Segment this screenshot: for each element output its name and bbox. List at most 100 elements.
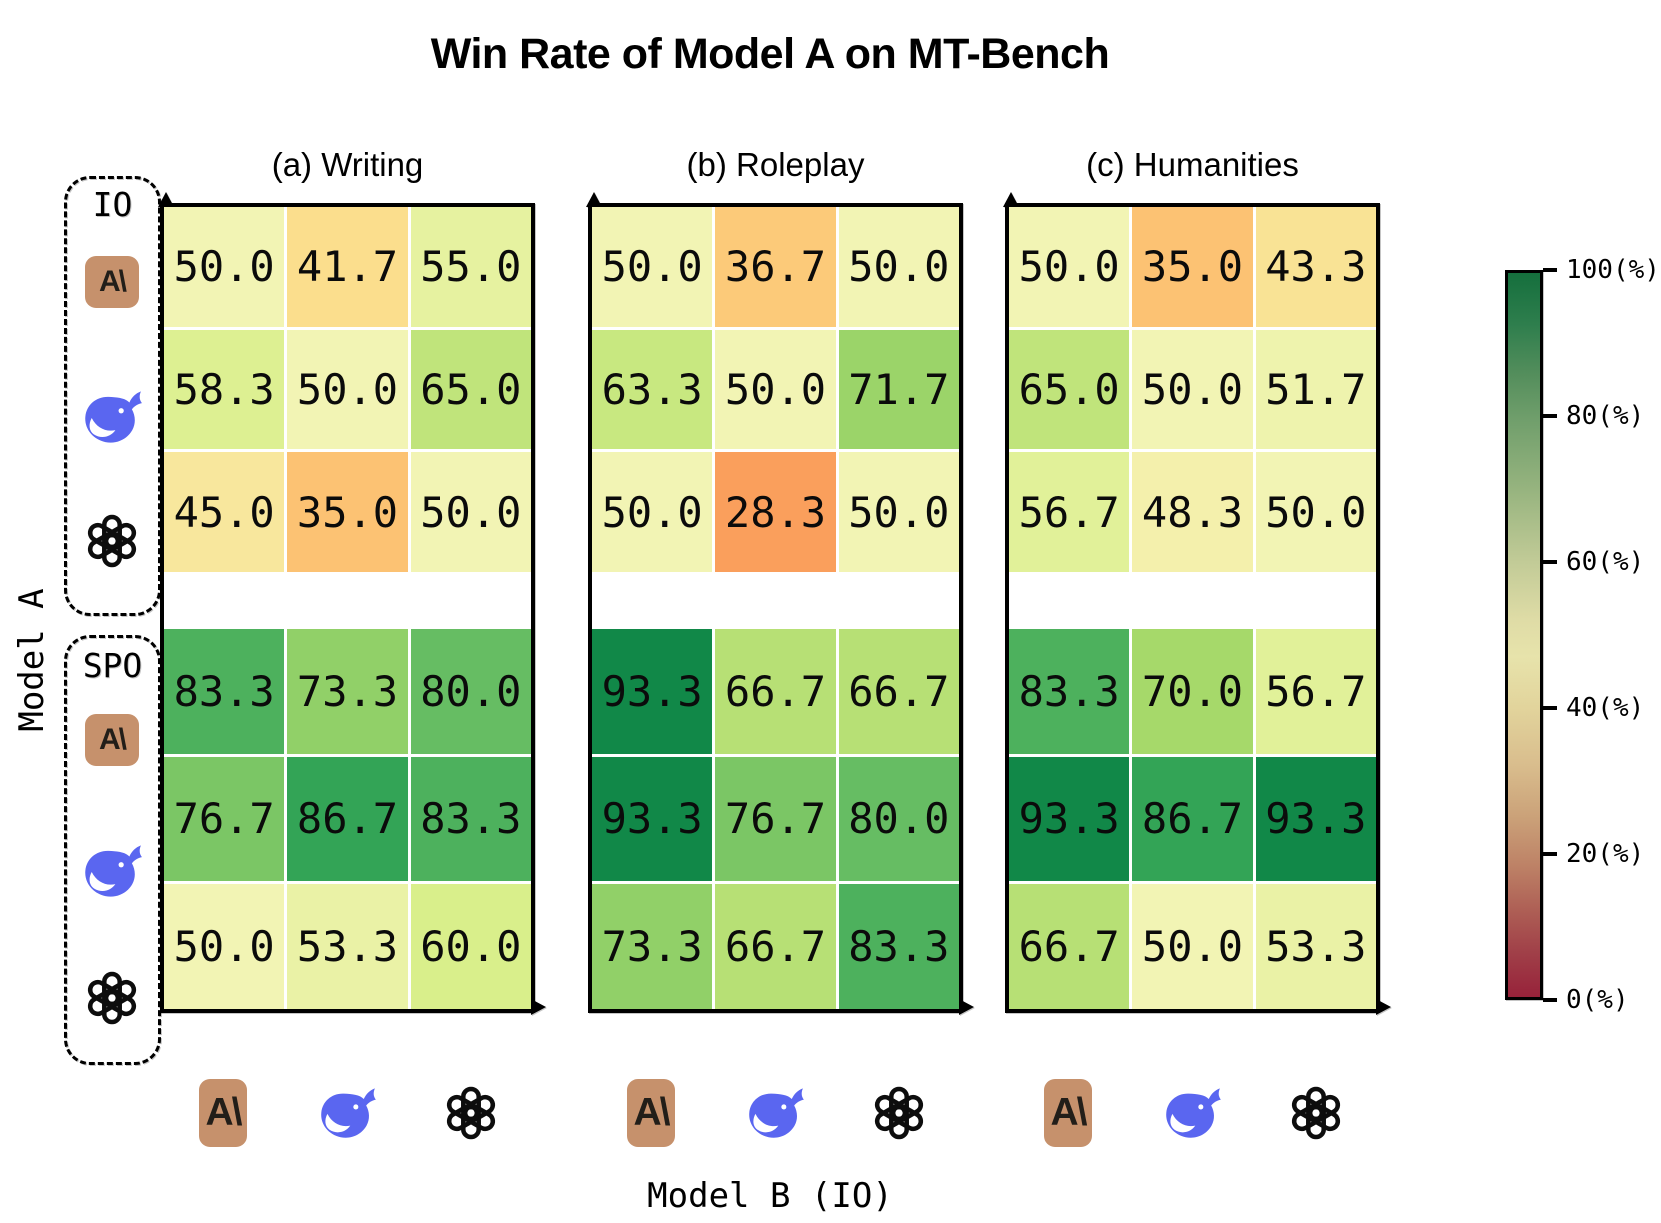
anthropic-icon: A\: [85, 256, 139, 308]
model-a-io-group-box: IO: [64, 176, 161, 616]
heatmap-cell-r5c1: 93.3: [592, 756, 713, 882]
colorbar-tick-label: 80(%): [1566, 401, 1645, 431]
colorbar-tick-label: 60(%): [1566, 547, 1645, 577]
heatmap-cell-r1c3: 43.3: [1255, 207, 1376, 327]
heatmap-cell-r1c1: 50.0: [592, 207, 713, 327]
colorbar-tick: [1543, 998, 1557, 1002]
x-axis-label: Model B (IO): [647, 1176, 893, 1216]
colorbar-tick: [1543, 268, 1557, 272]
y-axis-arrow: [158, 192, 174, 207]
panel-title-1: (a) Writing: [271, 146, 424, 183]
heatmap-cell-r4c3: 56.7: [1255, 628, 1376, 754]
heatmap-cell-r3c2: 35.0: [287, 452, 408, 573]
colorbar-tick-label: 100(%): [1566, 255, 1660, 285]
heatmap-cell-r2c3: 71.7: [838, 329, 959, 450]
heatmap-cell-r4c1: 83.3: [164, 628, 285, 754]
heatmap-cell-r5c3: 83.3: [410, 756, 531, 882]
openai-icon: [83, 512, 141, 570]
heatmap-cell-r2c3: 51.7: [1255, 329, 1376, 450]
heatmap-cell-r3c3: 50.0: [1255, 452, 1376, 573]
heatmap-cell-r4c1: 83.3: [1009, 628, 1130, 754]
group-gap-row: [164, 575, 531, 626]
heatmap-cell-r5c2: 86.7: [287, 756, 408, 882]
heatmap-cell-r3c3: 50.0: [410, 452, 531, 573]
heatmap-cell-r2c2: 50.0: [715, 329, 836, 450]
heatmap-cell-r4c1: 93.3: [592, 628, 713, 754]
heatmap-cell-r3c1: 50.0: [592, 452, 713, 573]
y-axis-label: Model A: [12, 588, 52, 732]
x-axis-arrow: [531, 999, 546, 1015]
heatmap-cell-r1c2: 41.7: [287, 207, 408, 327]
deepseek-icon: [1160, 1086, 1224, 1140]
heatmap-cell-r4c2: 70.0: [1132, 628, 1253, 754]
openai-icon: [870, 1084, 928, 1142]
colorbar-tick: [1543, 560, 1557, 564]
io-group-label: IO: [92, 185, 133, 224]
spo-group-label: SPO: [82, 646, 143, 685]
heatmap-cell-r3c2: 28.3: [715, 452, 836, 573]
heatmap-cell-r5c3: 80.0: [838, 756, 959, 882]
colorbar-tick-label: 40(%): [1566, 693, 1645, 723]
heatmap-cell-r1c1: 50.0: [1009, 207, 1130, 327]
colorbar: [1505, 270, 1543, 1000]
deepseek-icon: [79, 843, 145, 899]
heatmap-cell-r2c1: 58.3: [164, 329, 285, 450]
heatmap-cell-r6c2: 53.3: [287, 884, 408, 1009]
heatmap-cell-r6c1: 73.3: [592, 884, 713, 1009]
heatmap-cell-r6c3: 83.3: [838, 884, 959, 1009]
heatmap-cell-r6c2: 50.0: [1132, 884, 1253, 1009]
deepseek-icon: [79, 389, 145, 445]
x-axis-arrow: [959, 999, 974, 1015]
heatmap-cell-r1c3: 55.0: [410, 207, 531, 327]
heatmap-cell-r2c3: 65.0: [410, 329, 531, 450]
openai-icon: [442, 1084, 500, 1142]
anthropic-icon: A\: [627, 1079, 675, 1147]
group-gap-row: [592, 575, 959, 626]
heatmap-cell-r1c3: 50.0: [838, 207, 959, 327]
colorbar-tick: [1543, 414, 1557, 418]
panel-title-2: (b) Roleplay: [686, 146, 865, 183]
colorbar-tick: [1543, 852, 1557, 856]
heatmap-cell-r5c1: 93.3: [1009, 756, 1130, 882]
openai-icon: [83, 969, 141, 1027]
heatmap-cell-r2c1: 63.3: [592, 329, 713, 450]
colorbar-tick-label: 20(%): [1566, 839, 1645, 869]
heatmap-cell-r2c1: 65.0: [1009, 329, 1130, 450]
heatmap-cell-r4c2: 73.3: [287, 628, 408, 754]
heatmap-cell-r4c3: 66.7: [838, 628, 959, 754]
y-axis-arrow: [586, 192, 602, 207]
heatmap-cell-r2c2: 50.0: [1132, 329, 1253, 450]
colorbar-tick: [1543, 706, 1557, 710]
openai-icon: [1287, 1084, 1345, 1142]
heatmap-cell-r6c1: 66.7: [1009, 884, 1130, 1009]
colorbar-tick-label: 0(%): [1566, 985, 1629, 1015]
y-axis-arrow: [1003, 192, 1019, 207]
model-a-spo-group-box: SPO: [64, 635, 161, 1065]
heatmap-cell-r5c2: 86.7: [1132, 756, 1253, 882]
heatmap-panel-1: 50.0 41.7 55.0 58.3 50.0 65.0 45.0 35.0 50.0 83.3…: [158, 192, 546, 1015]
heatmap-panel-2: 50.0 36.7 50.0 63.3 50.0 71.7 50.0 28.3 50.0 93.3…: [586, 192, 974, 1015]
deepseek-icon: [315, 1086, 379, 1140]
heatmap-panel-3: 50.0 35.0 43.3 65.0 50.0 51.7 56.7 48.3 50.0 83.3…: [1003, 192, 1391, 1015]
heatmap-cell-r4c3: 80.0: [410, 628, 531, 754]
anthropic-icon: A\: [199, 1079, 247, 1147]
anthropic-icon: A\: [85, 714, 139, 766]
heatmap-cell-r1c1: 50.0: [164, 207, 285, 327]
heatmap-cell-r3c1: 45.0: [164, 452, 285, 573]
heatmap-cell-r5c2: 76.7: [715, 756, 836, 882]
deepseek-icon: [743, 1086, 807, 1140]
heatmap-cell-r4c2: 66.7: [715, 628, 836, 754]
heatmap-cell-r6c1: 50.0: [164, 884, 285, 1009]
group-gap-row: [1009, 575, 1376, 626]
anthropic-icon: A\: [1044, 1079, 1092, 1147]
figure-title: Win Rate of Model A on MT-Bench: [430, 30, 1110, 78]
heatmap-cell-r3c3: 50.0: [838, 452, 959, 573]
heatmap-cell-r3c1: 56.7: [1009, 452, 1130, 573]
x-axis-arrow: [1376, 999, 1391, 1015]
heatmap-cell-r5c1: 76.7: [164, 756, 285, 882]
heatmap-cell-r3c2: 48.3: [1132, 452, 1253, 573]
heatmap-cell-r5c3: 93.3: [1255, 756, 1376, 882]
heatmap-cell-r6c3: 60.0: [410, 884, 531, 1009]
heatmap-cell-r1c2: 36.7: [715, 207, 836, 327]
